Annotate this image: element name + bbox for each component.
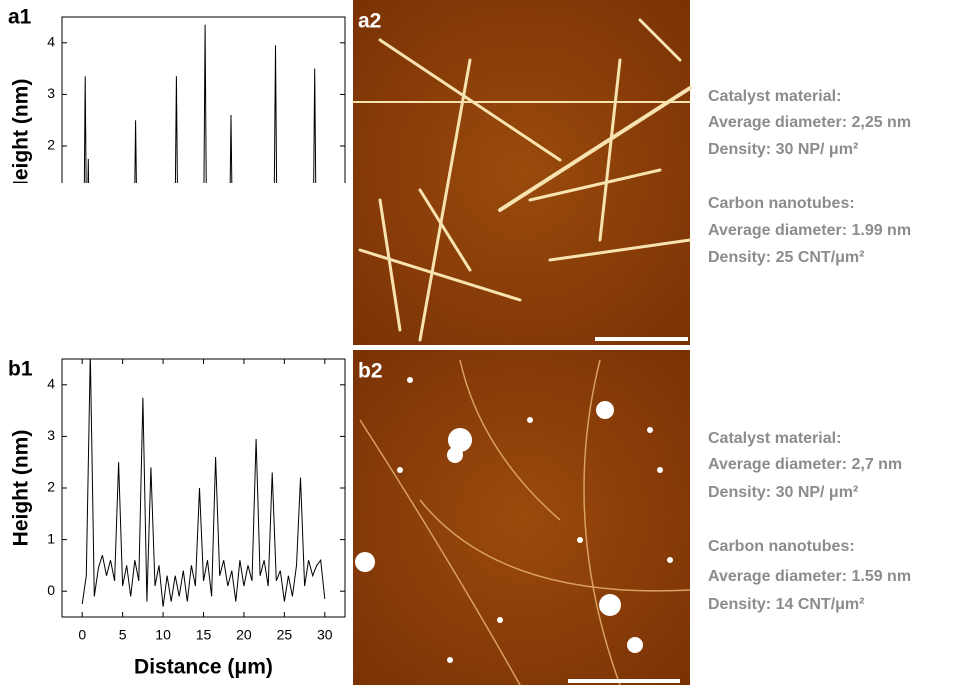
y-tick-label: 3 (47, 427, 55, 443)
y-tick-label: 2 (47, 479, 55, 495)
y-tick-label: 4 (47, 376, 55, 392)
y-axis-label: Height (nm) (10, 79, 33, 196)
y-tick-label: 0 (47, 582, 55, 598)
description-line: Density: 30 NP/ μm² (708, 141, 858, 158)
description-line: Average diameter: 1.99 nm (708, 222, 911, 239)
description-line: Average diameter: 2,25 nm (708, 114, 911, 131)
description-line: Average diameter: 1.59 nm (708, 568, 911, 585)
x-tick-label: 25 (277, 627, 293, 643)
description-line: Catalyst material: (708, 88, 841, 105)
chart-b1: 0 1 2 3 4 0 5 10 15 20 25 30 b1 Height (nm) Distance (… (8, 358, 346, 679)
x-tick-label: 10 (155, 627, 171, 643)
data-line (81, 359, 326, 607)
afm-image-b2 (353, 350, 691, 685)
panel-label: a2 (358, 10, 381, 33)
panel-label: b2 (358, 360, 383, 383)
x-tick-label: 20 (236, 627, 252, 643)
description-line: Average diameter: 2,7 nm (708, 456, 902, 473)
y-tick-label: 1 (47, 530, 55, 546)
data-line (83, 24, 317, 183)
description-line: Catalyst material: (708, 430, 841, 447)
y-tick-label: 3 (47, 85, 55, 101)
description-line: Carbon nanotubes: (708, 195, 855, 212)
x-axis-label: Distance (μm) (134, 656, 273, 679)
plot-frame (61, 16, 346, 183)
y-tick-label: 4 (47, 34, 55, 50)
y-axis-label: Height (nm) (10, 430, 33, 547)
descriptions: Catalyst material: Average diameter: 2,25… (708, 88, 911, 613)
afm-image-a2 (352, 0, 692, 345)
y-tick-label: 2 (47, 137, 55, 153)
x-tick-label: 30 (317, 627, 333, 643)
panel-label: a1 (8, 6, 32, 29)
description-line: Density: 25 CNT/μm² (708, 249, 864, 266)
chart-a1: 2 3 4 a1 Height (nm) (8, 6, 346, 196)
panel-label: b1 (8, 358, 33, 381)
x-tick-label: 0 (78, 627, 86, 643)
description-line: Density: 30 NP/ μm² (708, 484, 858, 501)
x-tick-label: 15 (196, 627, 212, 643)
description-line: Carbon nanotubes: (708, 538, 855, 555)
description-line: Density: 14 CNT/μm² (708, 596, 864, 613)
x-tick-label: 5 (119, 627, 127, 643)
